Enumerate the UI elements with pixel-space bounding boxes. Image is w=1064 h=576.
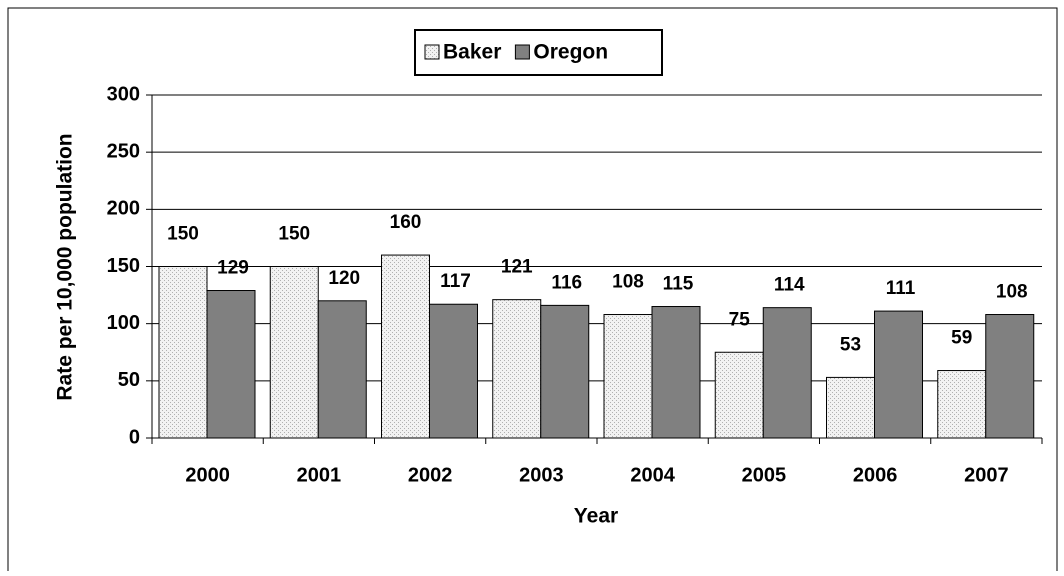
- y-tick-label: 300: [107, 83, 140, 105]
- bar: [492, 299, 542, 439]
- data-label: 115: [663, 274, 694, 295]
- data-label: 160: [390, 212, 422, 233]
- bar: [317, 300, 367, 439]
- data-label: 108: [612, 272, 644, 293]
- bar: [874, 310, 923, 439]
- bar: [540, 304, 590, 439]
- x-axis-title: Year: [574, 505, 618, 528]
- y-tick-label: 100: [107, 312, 140, 334]
- data-label: 53: [840, 334, 861, 355]
- y-tick-label: 200: [107, 198, 140, 220]
- data-label: 59: [951, 328, 972, 349]
- data-label: 117: [440, 271, 471, 292]
- x-tick-label: 2007: [964, 464, 1009, 486]
- legend-label: Baker: [443, 41, 501, 64]
- bar: [651, 306, 701, 439]
- data-label: 129: [217, 258, 249, 279]
- legend-swatch: [514, 44, 530, 60]
- bar: [603, 314, 653, 439]
- bar: [826, 376, 875, 439]
- data-label: 121: [501, 257, 533, 278]
- y-tick-label: 150: [107, 255, 140, 277]
- bar: [429, 303, 478, 439]
- bar: [158, 266, 208, 439]
- bar: [985, 314, 1035, 439]
- x-tick-label: 2003: [519, 464, 564, 486]
- x-tick-label: 2001: [297, 464, 342, 486]
- legend-swatch: [424, 44, 440, 60]
- bar: [937, 370, 987, 439]
- bar: [269, 266, 319, 439]
- data-label: 108: [996, 282, 1028, 303]
- x-tick-label: 2006: [853, 464, 898, 486]
- bar: [381, 254, 430, 439]
- legend-label: Oregon: [533, 41, 608, 64]
- y-tick-label: 250: [107, 140, 140, 162]
- bar: [206, 290, 256, 439]
- x-tick-label: 2004: [630, 464, 675, 486]
- data-label: 150: [278, 224, 310, 245]
- y-axis-title: Rate per 10,000 population: [54, 133, 77, 400]
- data-label: 116: [551, 272, 582, 293]
- data-label: 75: [729, 309, 751, 330]
- x-tick-label: 2000: [185, 464, 230, 486]
- data-label: 111: [886, 278, 916, 299]
- bar: [714, 351, 764, 439]
- x-tick-label: 2002: [408, 464, 453, 486]
- data-label: 150: [167, 224, 199, 245]
- data-label: 114: [774, 275, 805, 296]
- data-label: 120: [328, 268, 360, 289]
- bar: [762, 307, 812, 439]
- y-tick-label: 50: [118, 369, 140, 391]
- legend-box: [414, 29, 663, 76]
- x-tick-label: 2005: [742, 464, 787, 486]
- y-tick-label: 0: [129, 426, 140, 448]
